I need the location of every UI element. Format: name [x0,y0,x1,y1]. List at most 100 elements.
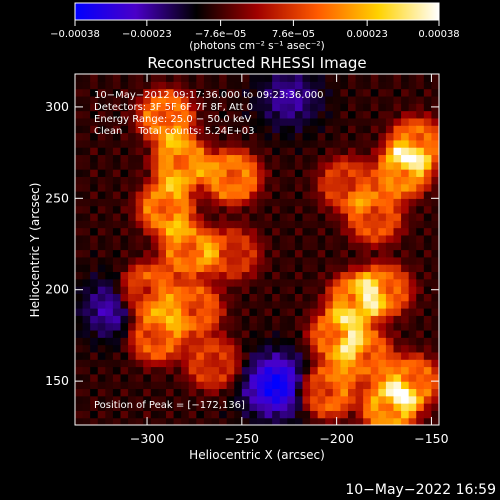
heatmap-pixel [181,154,190,163]
heatmap-pixel [211,227,220,236]
heatmap-pixel [370,395,379,404]
heatmap-pixel [294,212,304,221]
heatmap-pixel [264,373,273,382]
heatmap-pixel [378,147,387,156]
heatmap-pixel [188,212,197,221]
y-tick-label: 150 [45,373,69,388]
heatmap-pixel [423,212,433,221]
heatmap-pixel [423,322,433,331]
heatmap-pixel [105,337,114,346]
heatmap-pixel [423,315,433,324]
heatmap-pixel [431,95,439,104]
heatmap-pixel [90,117,99,126]
heatmap-pixel [75,234,84,243]
heatmap-pixel [385,205,395,214]
heatmap-pixel [363,242,372,251]
heatmap-pixel [264,271,273,280]
heatmap-pixel [340,359,349,368]
heatmap-pixel [226,351,235,360]
heatmap-pixel [82,344,91,353]
heatmap-pixel [363,169,372,177]
heatmap-pixel [219,176,228,185]
heatmap-pixel [135,88,144,97]
heatmap-pixel [355,88,364,97]
heatmap-pixel [75,220,84,229]
heatmap-pixel [188,198,197,207]
heatmap-pixel [158,286,167,294]
heatmap-pixel [211,381,220,390]
heatmap-pixel [317,212,326,221]
heatmap-pixel [370,132,379,141]
heatmap-pixel [302,103,311,112]
heatmap-pixel [279,373,288,382]
colorbar-unit-label: (photons cm⁻² s⁻¹ asec⁻²) [189,40,324,52]
heatmap-pixel [408,139,417,148]
heatmap-pixel [90,300,99,309]
heatmap-pixel [257,220,266,229]
heatmap-pixel [105,242,114,251]
heatmap-pixel [135,132,144,141]
heatmap-pixel [355,183,364,192]
heatmap-pixel [408,344,417,353]
heatmap-pixel [431,154,439,163]
heatmap-pixel [348,410,357,419]
heatmap-pixel [423,183,433,192]
heatmap-pixel [348,395,357,404]
heatmap-pixel [317,125,326,134]
heatmap-pixel [363,373,372,382]
heatmap-pixel [112,242,122,251]
heatmap-pixel [188,117,197,126]
heatmap-pixel [112,271,122,280]
heatmap-pixel [302,293,311,302]
heatmap-pixel [105,322,114,331]
heatmap-pixel [234,300,243,309]
heatmap-pixel [181,344,190,353]
heatmap-pixel [272,88,281,97]
heatmap-pixel [340,344,349,353]
heatmap-pixel [294,308,304,316]
heatmap-pixel [219,315,228,324]
heatmap-pixel [423,176,433,185]
heatmap-pixel [385,278,395,287]
heatmap-pixel [234,234,243,243]
heatmap-pixel [219,198,228,207]
heatmap-pixel [264,191,273,199]
heatmap-pixel [348,147,357,156]
heatmap-pixel [234,381,243,390]
heatmap-pixel [317,132,326,141]
heatmap-pixel [370,154,379,163]
heatmap-pixel [166,359,175,368]
heatmap-pixel [90,74,99,82]
heatmap-pixel [355,205,364,214]
heatmap-pixel [158,205,167,214]
heatmap-pixel [310,366,319,375]
heatmap-pixel [203,95,213,104]
heatmap-pixel [332,88,342,97]
heatmap-pixel [272,205,281,214]
heatmap-pixel [302,220,311,229]
heatmap-pixel [310,183,319,192]
heatmap-pixel [143,329,152,338]
heatmap-pixel [310,110,319,119]
heatmap-pixel [378,278,387,287]
heatmap-pixel [272,351,281,360]
heatmap-pixel [287,169,296,177]
heatmap-pixel [219,95,228,104]
heatmap-pixel [287,344,296,353]
heatmap-pixel [211,161,220,170]
heatmap-pixel [234,161,243,170]
heatmap-pixel [82,249,91,258]
heatmap-pixel [310,191,319,199]
heatmap-pixel [401,271,410,280]
heatmap-pixel [249,205,258,214]
heatmap-pixel [241,125,251,134]
heatmap-pixel [423,220,433,229]
heatmap-pixel [385,286,395,294]
heatmap-pixel [90,373,99,382]
heatmap-pixel [370,322,379,331]
heatmap-pixel [173,117,182,126]
heatmap-pixel [431,278,439,287]
heatmap-pixel [408,278,417,287]
heatmap-pixel [355,410,364,419]
heatmap-pixel [203,191,213,199]
